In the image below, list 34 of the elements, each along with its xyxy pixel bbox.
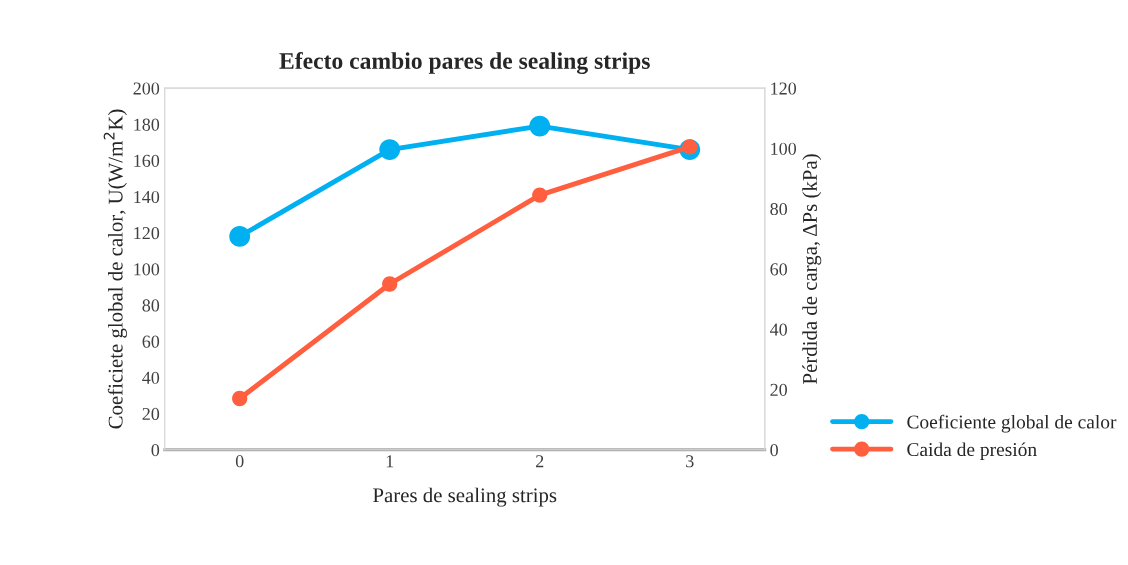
x-axis-title: Pares de sealing strips (373, 487, 557, 507)
legend-label: Caida de presión (907, 442, 1037, 461)
y2-tick-label: 20 (770, 383, 788, 396)
y-tick-label: 200 (133, 82, 160, 95)
y-tick-label: 80 (142, 299, 160, 312)
y-tick-label: 20 (142, 407, 160, 421)
y-tick-label: 180 (134, 118, 160, 131)
y-axis-title: Coeficiete global de calor, U(W/m$^{2}$K) (103, 109, 127, 429)
y-tick-label: 160 (134, 154, 160, 167)
y2-tick-label: 60 (770, 263, 788, 276)
legend-label: Coeficiente global de calor (907, 414, 1117, 433)
point (382, 276, 398, 292)
y2-tick-label: 80 (770, 202, 788, 216)
y-tick-label: 140 (134, 190, 160, 204)
y2-tick-label: 100 (771, 142, 797, 155)
point (232, 390, 248, 407)
y-tick-label: 100 (134, 263, 160, 276)
point (532, 187, 548, 203)
y2-tick-label: 40 (770, 323, 788, 336)
y-tick-label: 120 (134, 227, 160, 240)
y-tick-label: 40 (142, 371, 160, 384)
x-tick-label: 0 (235, 455, 244, 468)
y2-axis-title: Pérdida de carga, ΔPs (kPa) (802, 154, 822, 384)
point (379, 139, 401, 161)
point (529, 115, 551, 137)
x-tick-label: 2 (536, 455, 544, 468)
y2-tick-label: 0 (770, 444, 778, 457)
y-tick-label: 0 (151, 444, 160, 457)
chart-title: Efecto cambio pares de sealing strips (279, 52, 650, 74)
point (229, 225, 251, 247)
x-tick-label: 1 (386, 455, 394, 468)
y2-tick-label: 120 (771, 82, 797, 95)
y-tick-label: 60 (142, 335, 160, 348)
x-tick-label: 3 (686, 455, 694, 468)
